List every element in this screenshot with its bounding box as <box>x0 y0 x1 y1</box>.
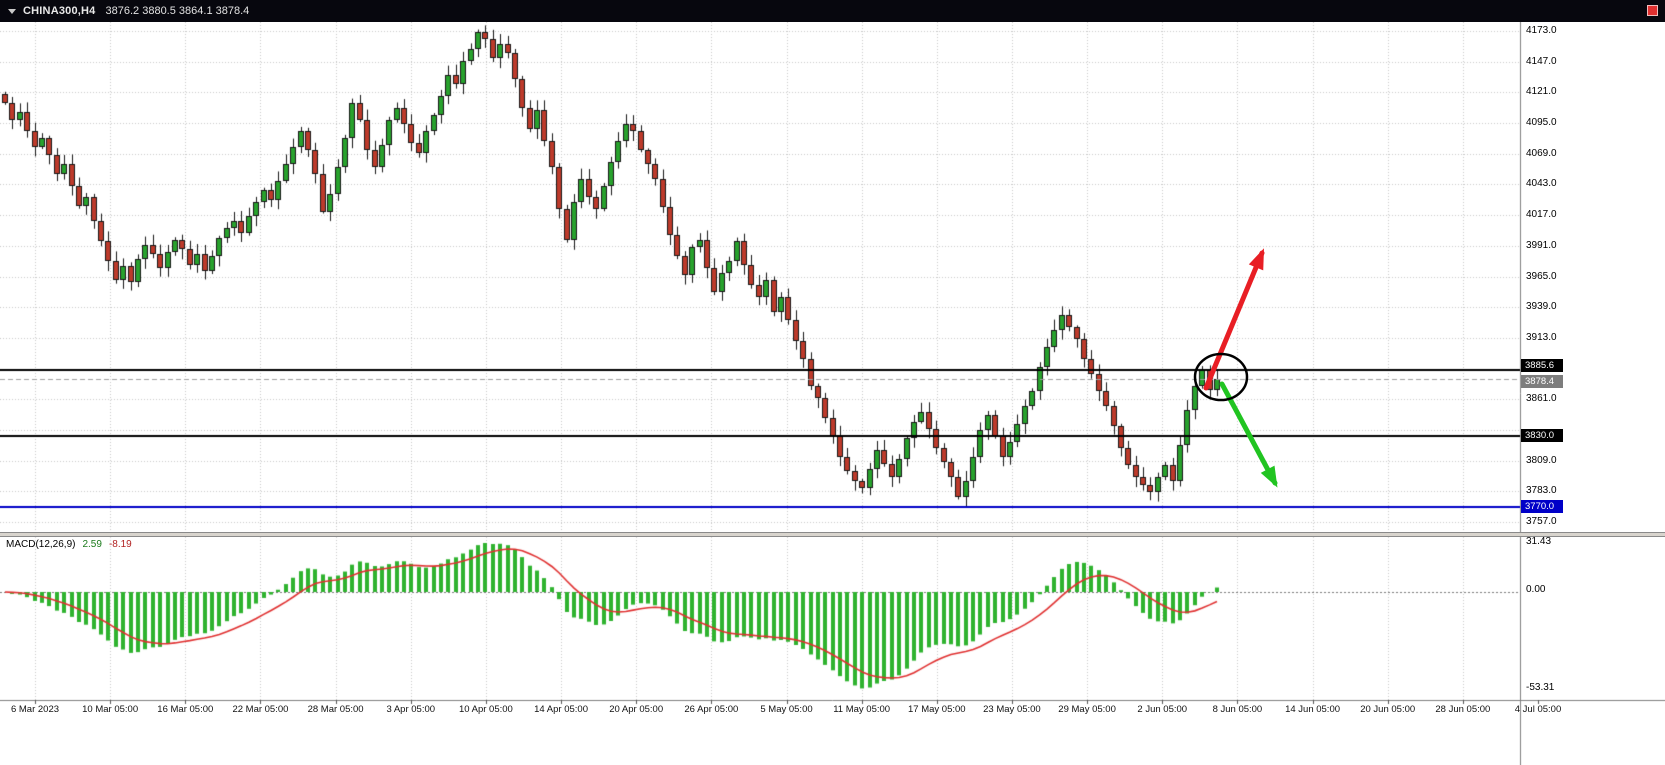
time-axis-label: 29 May 05:00 <box>1058 704 1116 715</box>
time-axis-label: 5 May 05:00 <box>760 704 813 715</box>
symbol-dropdown-icon[interactable] <box>8 8 16 14</box>
macd-axis-max-label: 31.43 <box>1526 536 1552 547</box>
time-axis-label: 14 Apr 05:00 <box>534 704 588 715</box>
time-axis-label: 20 Apr 05:00 <box>609 704 664 715</box>
macd-indicator-label: MACD(12,26,9) <box>6 539 76 550</box>
price-axis-label: 4173.0 <box>1526 25 1557 36</box>
price-axis-label: 4069.0 <box>1526 147 1557 159</box>
price-axis-label: 3757.0 <box>1526 516 1557 527</box>
price-axis-label: 3913.0 <box>1526 331 1557 343</box>
chart-ohlc-values: 3876.2 3880.5 3864.1 3878.4 <box>105 5 250 17</box>
time-axis-label: 23 May 05:00 <box>983 704 1041 715</box>
time-axis-label: 6 Mar 2023 <box>10 704 60 715</box>
price-chart-canvas[interactable] <box>0 22 1665 765</box>
time-axis-label: 2 Jun 05:00 <box>1137 704 1188 715</box>
price-axis-label: 3809.0 <box>1526 454 1557 466</box>
panel-splitter[interactable] <box>0 532 1665 537</box>
chart-titlebar: CHINA300,H4 3876.2 3880.5 3864.1 3878.4 <box>0 0 1665 22</box>
chart-symbol-title: CHINA300,H4 <box>23 5 96 17</box>
time-axis-label: 17 May 05:00 <box>908 704 966 715</box>
time-axis-label: 16 Mar 05:00 <box>157 704 214 715</box>
macd-axis-min-label: -53.31 <box>1526 682 1555 693</box>
price-axis-label: 4147.0 <box>1526 55 1557 67</box>
price-axis-label: 4043.0 <box>1526 178 1557 190</box>
time-axis-label: 10 Apr 05:00 <box>458 704 513 715</box>
resistance-level-badge: 3885.6 <box>1521 359 1563 373</box>
time-axis-label: 26 Apr 05:00 <box>684 704 739 715</box>
support-level-badge: 3830.0 <box>1521 428 1563 442</box>
macd-signal-value: -8.19 <box>108 539 132 550</box>
macd-axis-zero-label: 0.00 <box>1526 584 1546 595</box>
price-axis-label: 4017.0 <box>1526 209 1557 221</box>
lower-support-level-badge: 3770.0 <box>1521 499 1563 513</box>
time-axis-label: 28 Mar 05:00 <box>307 704 364 715</box>
price-axis-label: 3991.0 <box>1526 239 1557 251</box>
macd-value-row: MACD(12,26,9) 2.59 -8.19 <box>6 539 132 550</box>
time-axis-label: 3 Apr 05:00 <box>386 704 436 715</box>
macd-main-value: 2.59 <box>82 539 102 550</box>
chart-area: MACD(12,26,9) 2.59 -8.19 31.43 0.00 -53.… <box>0 22 1665 765</box>
close-button[interactable] <box>1647 5 1658 16</box>
time-axis-label: 28 Jun 05:00 <box>1435 704 1491 715</box>
price-axis-label: 3783.0 <box>1526 485 1557 497</box>
time-axis-label: 22 Mar 05:00 <box>232 704 289 715</box>
time-axis-label: 20 Jun 05:00 <box>1360 704 1416 715</box>
price-axis-label: 4095.0 <box>1526 117 1557 129</box>
price-axis-label: 4121.0 <box>1526 86 1557 98</box>
price-axis-label: 3965.0 <box>1526 270 1557 282</box>
time-axis-label: 4 Jul 05:00 <box>1514 704 1562 715</box>
price-axis-label: 3861.0 <box>1526 393 1557 405</box>
time-axis-label: 14 Jun 05:00 <box>1285 704 1341 715</box>
time-axis-label: 10 Mar 05:00 <box>82 704 139 715</box>
bid-price-badge: 3878.4 <box>1521 374 1563 388</box>
time-axis-label: 11 May 05:00 <box>833 704 891 715</box>
price-axis-label: 3939.0 <box>1526 301 1557 313</box>
time-axis-label: 8 Jun 05:00 <box>1212 704 1263 715</box>
